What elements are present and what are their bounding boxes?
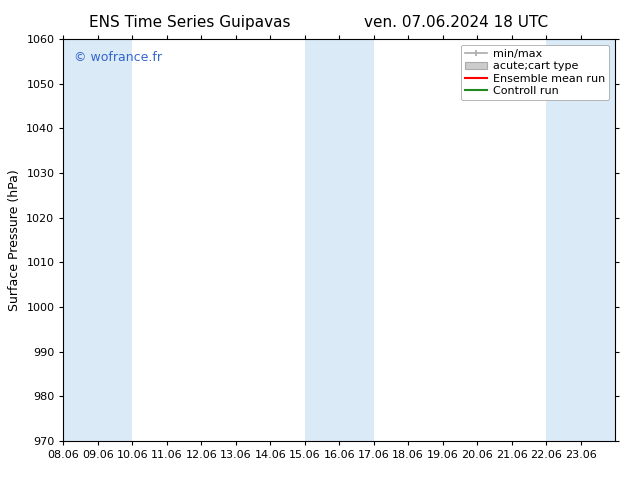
Y-axis label: Surface Pressure (hPa): Surface Pressure (hPa)	[8, 169, 21, 311]
Text: ven. 07.06.2024 18 UTC: ven. 07.06.2024 18 UTC	[365, 15, 548, 30]
Text: © wofrance.fr: © wofrance.fr	[74, 51, 162, 64]
Text: ENS Time Series Guipavas: ENS Time Series Guipavas	[89, 15, 291, 30]
Bar	[305, 39, 373, 441]
Bar	[63, 39, 133, 441]
Bar	[546, 39, 615, 441]
Legend: min/max, acute;cart type, Ensemble mean run, Controll run: min/max, acute;cart type, Ensemble mean …	[460, 45, 609, 100]
